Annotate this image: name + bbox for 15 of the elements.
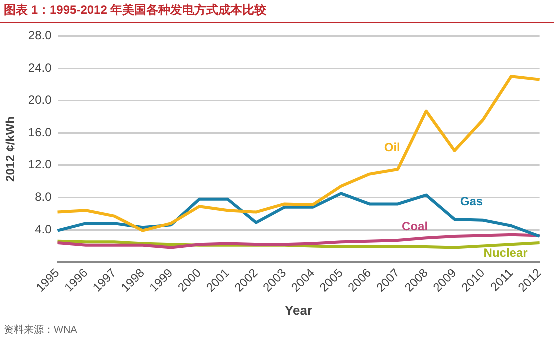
series-label: Oil bbox=[384, 140, 400, 155]
y-tick-label: 8.0 bbox=[35, 190, 52, 204]
series-label: Gas bbox=[460, 194, 484, 208]
y-tick-label: 28.0 bbox=[28, 28, 52, 43]
y-tick-label: 20.0 bbox=[28, 93, 52, 108]
chart-title: 图表 1：1995-2012 年美国各种发电方式成本比较 bbox=[0, 0, 554, 23]
series-label: Nuclear bbox=[484, 246, 528, 260]
y-tick-label: 24.0 bbox=[28, 60, 52, 75]
y-tick-label: 16.0 bbox=[28, 125, 52, 140]
y-tick-label: 12.0 bbox=[28, 158, 52, 172]
series-label: Coal bbox=[402, 219, 428, 234]
text: 资料来源：WNA bbox=[3, 324, 78, 337]
y-tick-label: 4.0 bbox=[35, 222, 52, 236]
y-axis-title: 2012 ¢/kWh bbox=[4, 116, 18, 182]
x-axis-title: Year bbox=[285, 302, 313, 318]
